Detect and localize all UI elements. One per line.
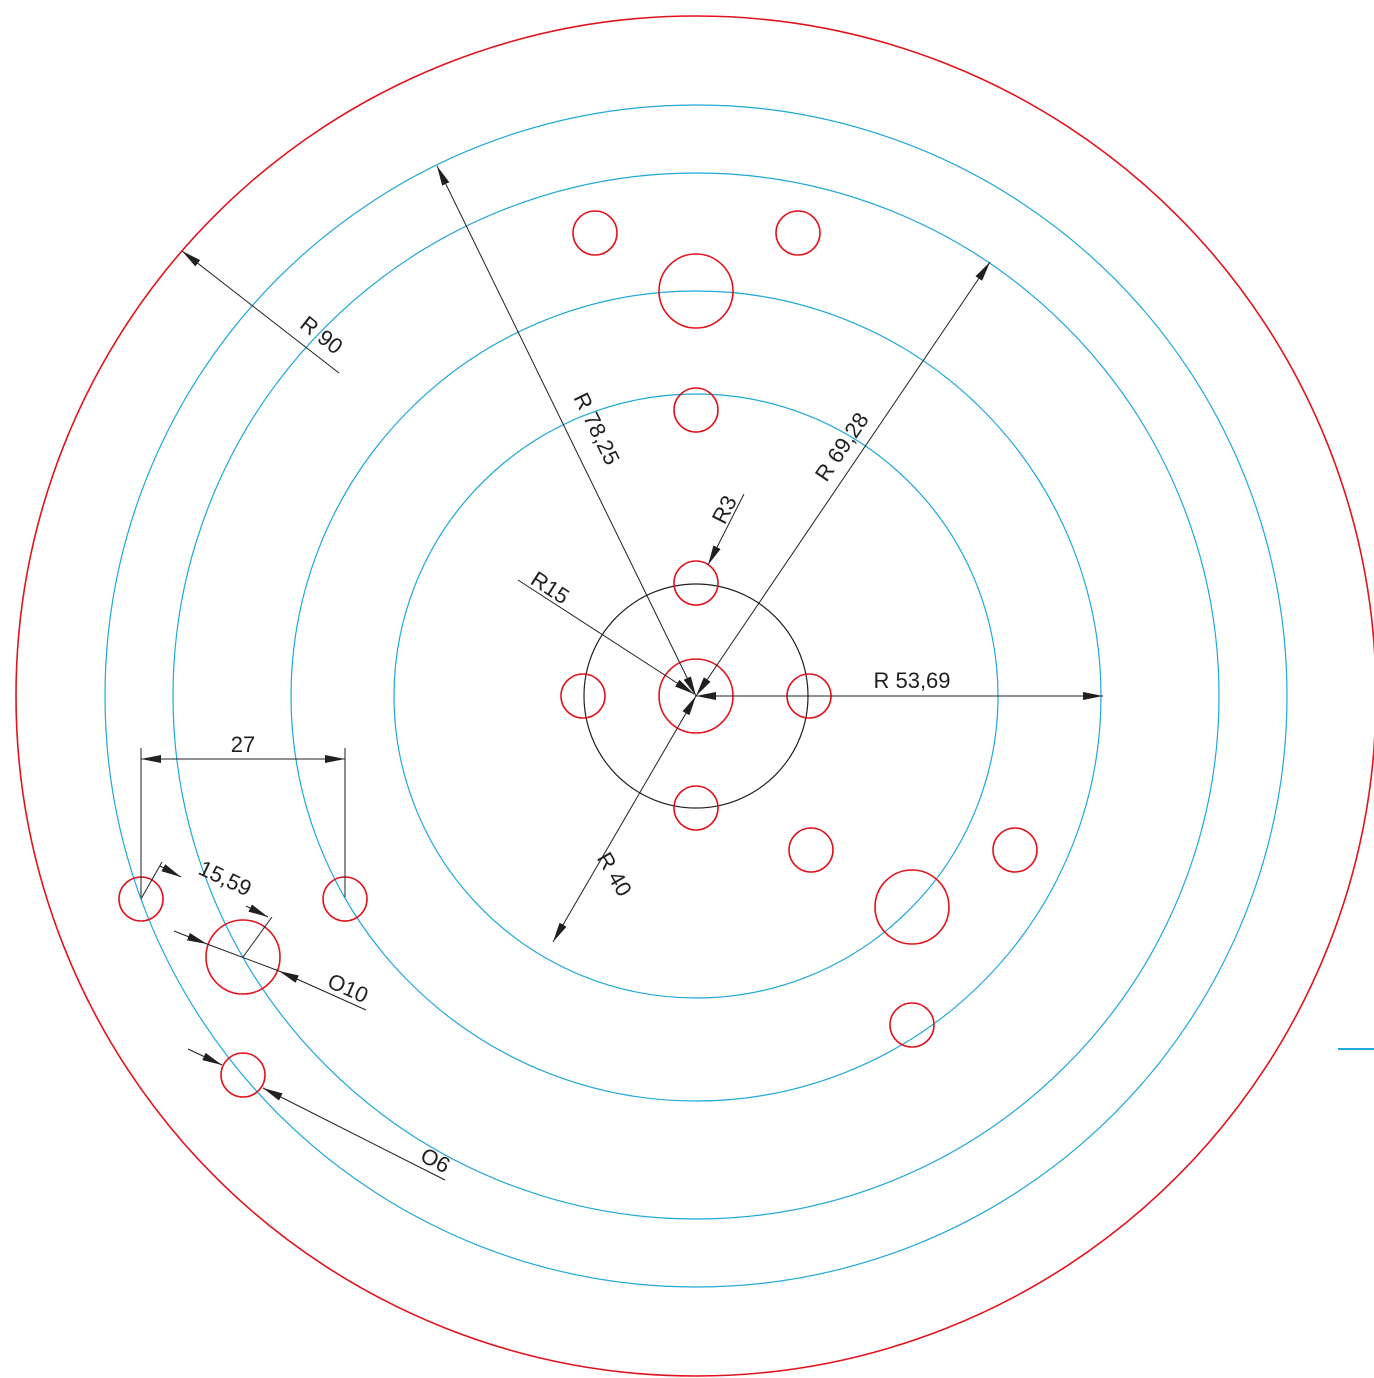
d27-label: 27 — [231, 732, 255, 757]
dimension-lines — [140, 165, 1103, 1181]
small-hole — [788, 827, 834, 873]
small-hole — [560, 673, 606, 719]
r15-label: R15 — [526, 566, 573, 609]
d1559-arrow-left — [159, 864, 182, 878]
small-hole — [673, 560, 719, 606]
small-hole — [673, 387, 719, 433]
small-hole — [220, 1052, 266, 1098]
d1559-extension-right — [242, 916, 273, 958]
large-hole — [205, 919, 281, 995]
r69-label: R 69,28 — [810, 408, 874, 486]
small-hole — [775, 210, 821, 256]
construction-circle-r78 — [172, 172, 1220, 1220]
r78-dimension-line — [436, 165, 697, 697]
d1559-label: 15,59 — [195, 855, 255, 901]
o6-dimension-line — [187, 1048, 223, 1066]
r3-label: R3 — [707, 491, 742, 527]
small-hole — [889, 1002, 935, 1048]
r40-dimension-line — [552, 695, 697, 943]
outer-boundary-circle — [15, 15, 1374, 1377]
o10-dimension-line — [173, 930, 208, 945]
o10-center-line — [206, 943, 280, 972]
small-hole — [992, 827, 1038, 873]
o10-leader-line — [278, 970, 367, 1011]
holes — [118, 210, 1038, 1098]
r90-dimension-line — [181, 250, 340, 374]
r78-label: R 78,25 — [569, 389, 625, 469]
r53-label: R 53,69 — [873, 668, 950, 693]
r69-dimension-line — [695, 261, 991, 697]
r90-label: R 90 — [296, 311, 348, 359]
construction-circle-r90 — [104, 104, 1288, 1288]
o6-leader-line — [262, 1087, 446, 1181]
d1559-arrow-right — [245, 904, 269, 918]
o6-label: O6 — [417, 1143, 455, 1179]
r15-leader-line — [517, 579, 695, 695]
d1559-extension-left — [140, 861, 163, 900]
small-hole — [572, 210, 618, 256]
r3-leader-line — [707, 493, 745, 566]
large-hole — [874, 869, 950, 945]
r40-label: R 40 — [592, 848, 637, 901]
